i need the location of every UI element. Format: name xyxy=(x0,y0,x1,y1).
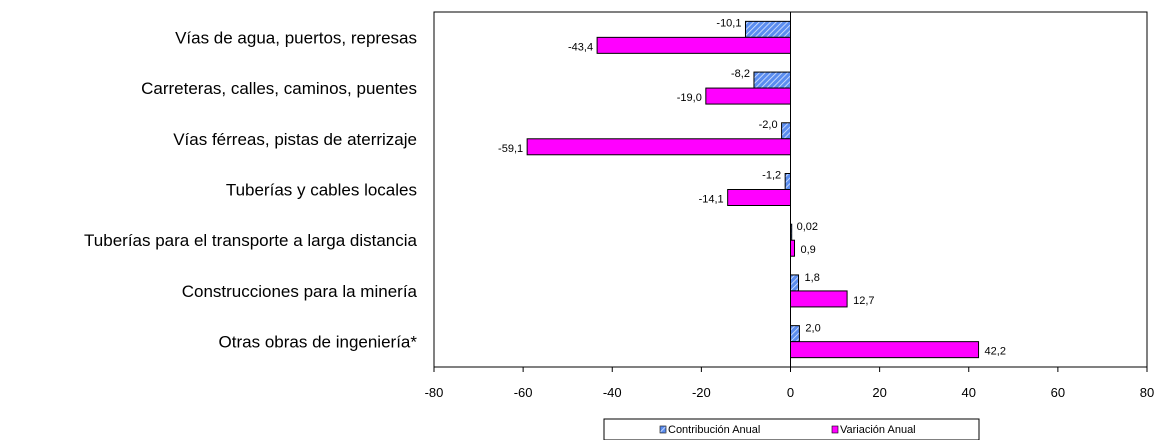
category-label: Carreteras, calles, caminos, puentes xyxy=(141,79,417,98)
data-label-contribucion: 2,0 xyxy=(805,323,820,335)
legend-label-contribucion: Contribución Anual xyxy=(668,424,760,436)
bar-variacion xyxy=(526,138,791,156)
category-label: Vías férreas, pistas de aterrizaje xyxy=(173,130,417,149)
bar-contribucion xyxy=(744,20,792,38)
x-tick-label: -20 xyxy=(692,385,711,400)
bar-contribucion xyxy=(781,122,792,140)
x-tick-label: 40 xyxy=(962,385,976,400)
bar-contribucion xyxy=(784,173,792,190)
x-tick-label: 20 xyxy=(872,385,886,400)
bar-variacion xyxy=(790,290,848,308)
data-label-variacion: -19,0 xyxy=(677,92,702,104)
x-tick-label: -60 xyxy=(514,385,533,400)
data-label-contribucion: -1,2 xyxy=(762,170,781,182)
data-label-contribucion: -10,1 xyxy=(716,17,741,29)
category-label: Tuberías para el transporte a larga dist… xyxy=(84,231,417,250)
data-label-variacion: 42,2 xyxy=(985,346,1006,358)
category-label: Otras obras de ingeniería* xyxy=(219,333,418,352)
data-label-variacion: -14,1 xyxy=(699,194,724,206)
category-label: Tuberías y cables locales xyxy=(226,181,417,200)
data-label-contribucion: 1,8 xyxy=(805,272,820,284)
x-tick-label: 80 xyxy=(1140,385,1154,400)
data-label-variacion: 0,9 xyxy=(801,244,816,256)
legend-box xyxy=(603,418,980,440)
bar-variacion xyxy=(727,189,791,206)
data-label-variacion: 12,7 xyxy=(853,295,874,307)
bar-contribucion xyxy=(753,71,791,89)
data-label-variacion: -43,4 xyxy=(568,41,593,53)
bar-variacion xyxy=(790,341,980,359)
legend-label-variacion: Variación Anual xyxy=(840,424,916,436)
bar-variacion xyxy=(705,87,791,105)
category-label: Construcciones para la minería xyxy=(182,282,418,301)
bar-contribucion xyxy=(790,325,800,343)
bar-variacion xyxy=(596,36,791,54)
bar-contribucion xyxy=(790,274,800,292)
x-tick-label: 60 xyxy=(1051,385,1065,400)
legend: Contribución Anual Variación Anual xyxy=(603,418,980,440)
data-label-contribucion: -8,2 xyxy=(731,68,750,80)
data-label-contribucion: -2,0 xyxy=(759,119,778,131)
category-label: Vías de agua, puertos, represas xyxy=(175,28,417,47)
x-tick-label: -80 xyxy=(425,385,444,400)
legend-swatch-variacion xyxy=(831,425,839,434)
x-tick-label: 0 xyxy=(787,385,794,400)
data-label-variacion: -59,1 xyxy=(498,143,523,155)
legend-swatch-contribucion xyxy=(659,425,667,434)
x-tick-label: -40 xyxy=(603,385,622,400)
bar-variacion xyxy=(790,239,796,257)
data-label-contribucion: 0,02 xyxy=(797,221,818,233)
